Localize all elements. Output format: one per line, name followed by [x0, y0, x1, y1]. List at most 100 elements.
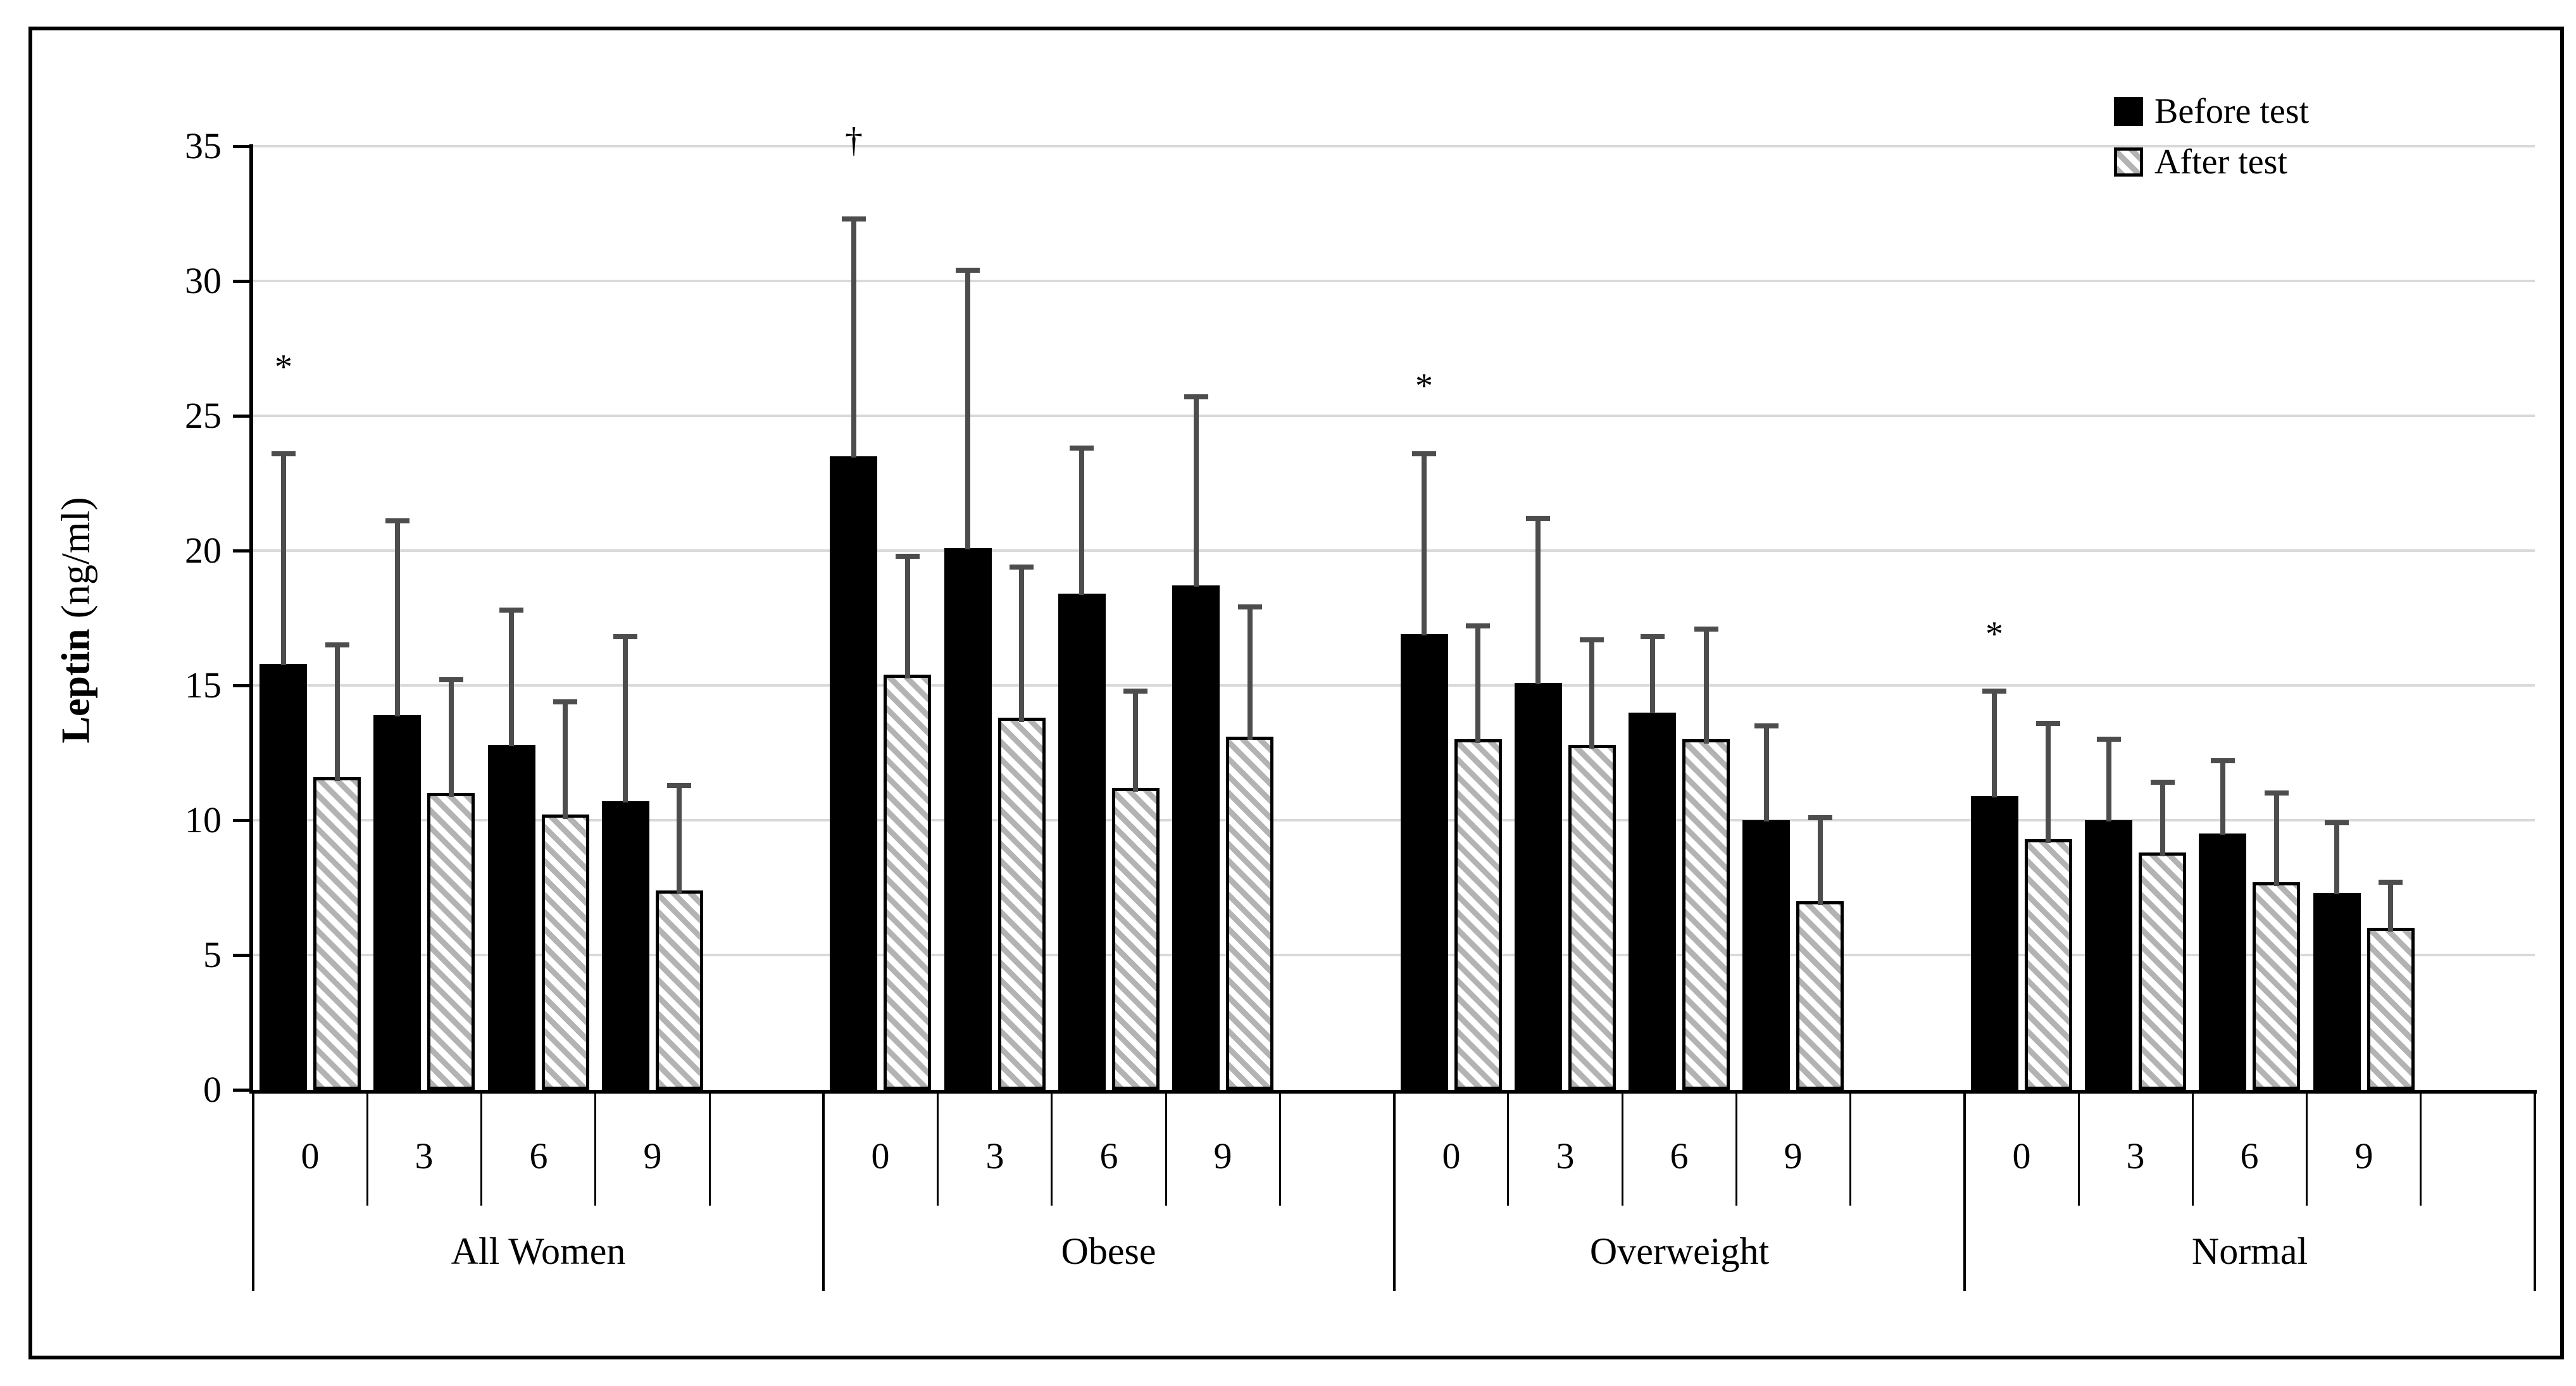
- group-separator-line: [2534, 1090, 2536, 1291]
- group-label-overweight: Overweight: [1589, 1230, 1770, 1272]
- error-bar-cap: [613, 634, 637, 639]
- error-bar-cap: [956, 268, 980, 273]
- error-bar-cap: [272, 451, 296, 456]
- time-tick-line: [2078, 1090, 2080, 1206]
- y-tick-15: [233, 684, 249, 687]
- significance-marker-all-women: *: [275, 347, 292, 387]
- gridline-y-15: [253, 684, 2535, 687]
- y-tick-label-5: 5: [203, 934, 222, 975]
- gridline-y-5: [253, 954, 2535, 956]
- time-label-6: 6: [1099, 1135, 1118, 1177]
- bar-before-overweight-3: [1515, 683, 1562, 1090]
- y-tick-label-30: 30: [185, 260, 222, 301]
- error-bar-cap: [2097, 737, 2121, 742]
- error-bar-cap: [1580, 637, 1604, 642]
- error-bar-line: [563, 702, 568, 819]
- time-label-3: 3: [985, 1135, 1004, 1177]
- y-axis-title-main: Leptin: [53, 628, 98, 744]
- bar-before-normal-6: [2199, 833, 2246, 1090]
- figure-frame: [28, 27, 2564, 1359]
- error-bar-cap: [1412, 451, 1436, 456]
- time-tick-line: [594, 1090, 596, 1206]
- error-bar-line: [2274, 793, 2279, 886]
- time-label-0: 0: [1442, 1135, 1461, 1177]
- group-separator-line: [252, 1090, 254, 1291]
- bar-before-obese-3: [944, 548, 992, 1090]
- bar-before-normal-0: [1971, 796, 2018, 1090]
- error-bar-line: [851, 219, 856, 458]
- significance-marker-normal: *: [1985, 615, 2003, 654]
- time-label-6: 6: [529, 1135, 548, 1177]
- group-label-all-women: All Women: [451, 1230, 626, 1272]
- bar-after-all-women-0: [313, 777, 361, 1090]
- error-bar-cap: [842, 216, 866, 222]
- time-tick-line: [2420, 1090, 2422, 1206]
- error-bar-cap: [1070, 446, 1094, 451]
- error-bar-cap: [896, 554, 920, 559]
- time-tick-line: [1849, 1090, 1851, 1206]
- bar-before-obese-0: [830, 456, 877, 1090]
- bar-after-obese-6: [1112, 788, 1160, 1090]
- bar-after-obese-0: [884, 675, 931, 1090]
- error-bar-cap: [1010, 565, 1034, 570]
- bar-after-normal-6: [2253, 882, 2300, 1090]
- bar-before-normal-3: [2085, 820, 2132, 1090]
- time-label-9: 9: [2354, 1135, 2373, 1177]
- error-bar-line: [509, 610, 514, 746]
- error-bar-line: [905, 556, 910, 678]
- error-bar-cap: [1982, 689, 2006, 694]
- error-bar-line: [1992, 691, 1997, 797]
- legend-item-before: Before test: [2114, 94, 2309, 129]
- bar-after-normal-0: [2025, 839, 2072, 1090]
- bar-after-overweight-6: [1682, 739, 1730, 1090]
- bar-before-all-women-6: [488, 745, 535, 1090]
- error-bar-cap: [1238, 604, 1262, 609]
- y-axis-line: [249, 144, 253, 1094]
- error-bar-line: [2046, 723, 2051, 843]
- bar-before-obese-6: [1058, 594, 1106, 1090]
- error-bar-cap: [1466, 623, 1490, 628]
- time-tick-line: [1622, 1090, 1623, 1206]
- error-bar-line: [2160, 782, 2165, 856]
- error-bar-line: [1764, 726, 1769, 821]
- error-bar-line: [1535, 518, 1541, 684]
- y-axis-title-unit: (ng/ml): [53, 497, 98, 629]
- error-bar-line: [1650, 637, 1655, 713]
- time-tick-line: [1507, 1090, 1509, 1206]
- group-label-normal: Normal: [2191, 1230, 2308, 1272]
- time-label-9: 9: [1784, 1135, 1803, 1177]
- error-bar-line: [1247, 607, 1253, 740]
- time-label-3: 3: [415, 1135, 434, 1177]
- error-bar-cap: [1184, 394, 1208, 399]
- before-test-swatch-icon: [2114, 97, 2143, 126]
- error-bar-line: [677, 785, 682, 894]
- error-bar-cap: [1694, 627, 1718, 632]
- error-bar-line: [1589, 640, 1594, 749]
- error-bar-cap: [1754, 723, 1779, 728]
- group-separator-line: [1393, 1090, 1396, 1291]
- bar-after-overweight-0: [1454, 739, 1502, 1090]
- time-label-0: 0: [301, 1135, 320, 1177]
- error-bar-cap: [325, 642, 349, 647]
- time-tick-line: [366, 1090, 368, 1206]
- error-bar-cap: [1526, 516, 1550, 521]
- gridline-y-30: [253, 280, 2535, 282]
- y-tick-10: [233, 819, 249, 822]
- group-separator-line: [1963, 1090, 1966, 1291]
- error-bar-line: [623, 637, 628, 802]
- error-bar-line: [1475, 626, 1480, 743]
- error-bar-line: [1818, 818, 1823, 905]
- error-bar-line: [1704, 629, 1709, 744]
- error-bar-cap: [499, 608, 523, 613]
- significance-marker-obese: †: [845, 121, 863, 160]
- error-bar-line: [2106, 739, 2111, 821]
- time-label-3: 3: [2126, 1135, 2145, 1177]
- bar-before-all-women-3: [373, 715, 421, 1090]
- error-bar-line: [281, 454, 286, 665]
- bar-after-obese-9: [1226, 737, 1273, 1090]
- error-bar-cap: [2151, 780, 2175, 785]
- time-tick-line: [480, 1090, 482, 1206]
- bar-after-all-women-3: [427, 793, 475, 1090]
- error-bar-line: [1019, 567, 1024, 722]
- error-bar-cap: [1123, 689, 1147, 694]
